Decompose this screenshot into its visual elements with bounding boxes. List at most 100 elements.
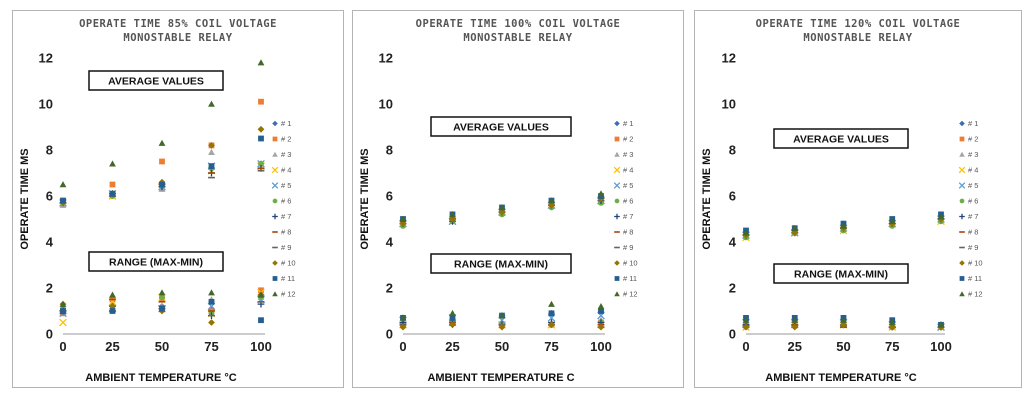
data-point-average	[109, 181, 116, 188]
legend-entry: # 3	[281, 150, 291, 159]
x-axis-label: AMBIENT TEMPERATURE °C	[85, 372, 237, 384]
data-point-average	[257, 125, 265, 133]
data-point-range	[498, 312, 506, 319]
data-point-range	[59, 300, 67, 307]
legend-marker	[614, 198, 620, 204]
data-point-average	[258, 135, 264, 142]
legend-entry: # 1	[281, 119, 291, 128]
data-point-range	[791, 323, 799, 331]
data-point-range	[399, 314, 407, 321]
legend-marker	[613, 166, 621, 174]
chart-panel-100-percent: OPERATE TIME 100% COIL VOLTAGE MONOSTABL…	[352, 10, 684, 388]
range-label: RANGE (MAX-MIN)	[109, 257, 203, 269]
data-point-range	[548, 300, 555, 307]
legend-marker	[959, 198, 965, 204]
x-tick-label: 100	[590, 339, 612, 354]
legend-marker	[272, 260, 278, 266]
legend-entry: # 5	[281, 181, 291, 190]
legend-entry: # 10	[281, 259, 296, 268]
legend: # 1 # 2 # 3 # 4 # 5 # 6 # 7 # 8 # 9 # 10 # 11 # 12	[613, 119, 638, 299]
chart-svg-100-percent: OPERATE TIME 100% COIL VOLTAGE MONOSTABL…	[359, 18, 638, 384]
y-tick-label: 0	[386, 327, 393, 342]
data-point-average	[60, 197, 66, 204]
chart-svg-85-percent: OPERATE TIME 85% COIL VOLTAGE MONOSTABLE…	[19, 18, 296, 384]
data-point-range	[548, 321, 555, 329]
legend-marker	[958, 166, 966, 174]
range-label: RANGE (MAX-MIN)	[794, 269, 888, 281]
legend-entry: # 2	[281, 135, 291, 144]
data-point-range	[742, 323, 750, 331]
legend-entry: # 12	[623, 290, 638, 299]
x-tick-label: 25	[788, 339, 802, 354]
legend-marker	[613, 182, 621, 189]
legend-entry: # 1	[968, 119, 978, 128]
x-tick-label: 75	[544, 339, 558, 354]
legend-marker	[272, 276, 278, 281]
data-point-average	[258, 98, 264, 105]
x-tick-label: 50	[155, 339, 169, 354]
data-point-average	[158, 139, 166, 146]
data-point-range	[109, 291, 116, 298]
data-point-average	[257, 59, 265, 66]
data-point-range	[840, 316, 847, 323]
legend: # 1 # 2 # 3 # 4 # 5 # 6 # 7 # 8 # 9 # 10 # 11 # 12	[958, 119, 983, 299]
average-values-box	[773, 128, 909, 149]
data-point-range	[159, 305, 165, 312]
chart-title-line-2: MONOSTABLE RELAY	[803, 32, 912, 44]
legend-marker	[272, 120, 278, 127]
plot-area: 0 2 4 6 8 10 12 0 25 50 75 100	[379, 51, 612, 355]
x-tick-label: 0	[742, 339, 749, 354]
data-point-range	[257, 291, 265, 298]
legend-marker	[614, 291, 620, 297]
y-axis-label: OPERATE TIME MS	[19, 148, 31, 249]
data-point-average	[399, 215, 407, 222]
legend-entry: # 11	[968, 274, 982, 283]
legend-entry: # 12	[968, 290, 983, 299]
y-tick-label: 8	[386, 143, 393, 158]
data-point-average	[208, 142, 215, 149]
data-point-range	[159, 294, 165, 301]
data-point-average	[888, 217, 896, 225]
chart-title-line-2: MONOSTABLE RELAY	[463, 32, 572, 44]
legend-entry: # 4	[968, 166, 978, 175]
plot-area: 0 2 4 6 8 10 12 0 25 50 75 100	[722, 51, 952, 355]
legend-marker	[959, 136, 965, 142]
y-tick-label: 4	[729, 235, 737, 250]
chart-svg-120-percent: OPERATE TIME 120% COIL VOLTAGE MONOSTABL…	[701, 18, 983, 384]
x-tick-label: 50	[836, 339, 850, 354]
x-tick-label: 25	[445, 339, 459, 354]
legend-entry: # 4	[281, 166, 291, 175]
legend-marker	[959, 291, 965, 297]
y-tick-label: 0	[729, 327, 736, 342]
y-tick-label: 2	[46, 281, 53, 296]
data-point-range	[597, 323, 605, 331]
chart-panel-120-percent: OPERATE TIME 120% COIL VOLTAGE MONOSTABL…	[694, 10, 1022, 388]
legend-marker	[614, 213, 620, 220]
legend-entry: # 6	[623, 197, 633, 206]
legend-entry: # 7	[623, 212, 633, 221]
data-point-range	[449, 309, 456, 317]
data-point-range	[109, 308, 116, 314]
data-point-average	[597, 190, 605, 197]
legend-entry: # 12	[281, 290, 296, 299]
legend-entry: # 6	[281, 197, 291, 206]
legend-marker	[614, 276, 620, 281]
y-tick-label: 8	[46, 143, 53, 158]
y-tick-label: 8	[729, 143, 736, 158]
data-point-range	[60, 308, 66, 314]
legend-entry: # 1	[623, 119, 633, 128]
y-tick-label: 0	[46, 327, 53, 342]
x-tick-label: 100	[930, 339, 952, 354]
data-point-range	[791, 316, 799, 323]
legend-entry: # 8	[281, 228, 291, 237]
data-point-average	[742, 229, 750, 236]
data-point-range	[208, 289, 215, 296]
legend-marker	[272, 213, 278, 220]
legend-entry: # 7	[968, 212, 978, 221]
average-values-box	[88, 70, 224, 91]
data-point-average	[791, 224, 799, 231]
data-point-average	[258, 160, 264, 167]
data-point-average	[59, 181, 67, 188]
legend-marker	[959, 120, 965, 127]
legend-entry: # 7	[281, 212, 291, 221]
